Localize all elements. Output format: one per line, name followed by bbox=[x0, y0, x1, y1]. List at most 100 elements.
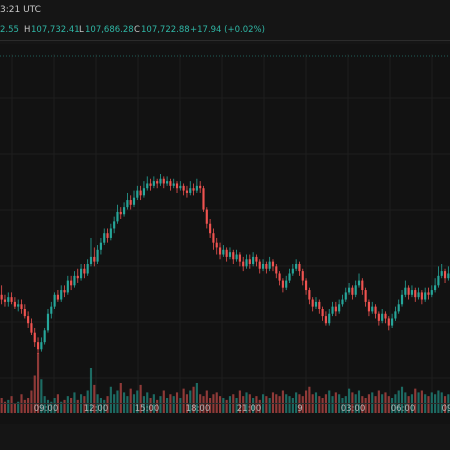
candle-body[interactable] bbox=[36, 342, 40, 350]
candle-body[interactable] bbox=[13, 301, 16, 307]
candle-body[interactable] bbox=[99, 242, 102, 250]
candle-body[interactable] bbox=[202, 188, 205, 210]
candle-body[interactable] bbox=[268, 261, 271, 269]
candle-body[interactable] bbox=[298, 264, 301, 272]
candle-body[interactable] bbox=[364, 290, 367, 302]
candle-body[interactable] bbox=[43, 330, 46, 343]
candle-body[interactable] bbox=[0, 294, 3, 300]
candle-body[interactable] bbox=[20, 304, 23, 309]
candle-body[interactable] bbox=[232, 252, 235, 260]
candle-body[interactable] bbox=[215, 242, 218, 248]
candle-body[interactable] bbox=[132, 197, 136, 205]
candle-body[interactable] bbox=[146, 183, 149, 189]
candle-body[interactable] bbox=[192, 188, 195, 191]
candle-body[interactable] bbox=[288, 273, 291, 281]
candle-body[interactable] bbox=[278, 273, 281, 281]
candle-body[interactable] bbox=[73, 275, 76, 286]
candle-body[interactable] bbox=[344, 292, 347, 300]
candle-body[interactable] bbox=[126, 200, 129, 208]
candle-body[interactable] bbox=[351, 287, 354, 295]
candle-body[interactable] bbox=[56, 294, 59, 300]
candle-body[interactable] bbox=[70, 280, 73, 286]
candle-body[interactable] bbox=[291, 268, 294, 274]
candle-body[interactable] bbox=[374, 306, 377, 314]
candle-body[interactable] bbox=[222, 249, 225, 255]
candle-body[interactable] bbox=[387, 318, 390, 326]
candle-body[interactable] bbox=[123, 207, 126, 215]
candle-body[interactable] bbox=[17, 304, 20, 307]
candle-body[interactable] bbox=[179, 185, 182, 189]
candle-body[interactable] bbox=[7, 297, 10, 302]
candle-body[interactable] bbox=[113, 221, 116, 229]
candle-body[interactable] bbox=[394, 311, 397, 319]
candle-body[interactable] bbox=[129, 200, 132, 205]
candle-body[interactable] bbox=[417, 292, 420, 298]
candle-body[interactable] bbox=[407, 287, 410, 295]
candle-body[interactable] bbox=[76, 275, 79, 279]
candle-body[interactable] bbox=[93, 256, 96, 262]
candle-body[interactable] bbox=[384, 313, 387, 319]
candle-body[interactable] bbox=[295, 264, 298, 269]
time-axis[interactable]: 09:00 12:00 15:00 18:00 21:00 9 03:00 06:00 09 bbox=[0, 404, 450, 426]
candle-body[interactable] bbox=[199, 185, 202, 189]
candle-body[interactable] bbox=[169, 181, 172, 186]
candle-body[interactable] bbox=[434, 285, 437, 291]
candle-body[interactable] bbox=[443, 271, 447, 279]
candle-body[interactable] bbox=[53, 294, 56, 307]
candle-body[interactable] bbox=[205, 209, 208, 224]
candle-body[interactable] bbox=[397, 304, 400, 312]
candle-body[interactable] bbox=[255, 256, 258, 262]
candle-body[interactable] bbox=[149, 183, 152, 186]
candle-body[interactable] bbox=[109, 228, 112, 238]
candle-body[interactable] bbox=[27, 316, 30, 324]
candle-body[interactable] bbox=[381, 313, 384, 321]
candle-body[interactable] bbox=[3, 299, 7, 302]
candle-body[interactable] bbox=[331, 306, 334, 314]
candle-body[interactable] bbox=[119, 211, 122, 215]
candle-body[interactable] bbox=[66, 280, 69, 293]
candle-body[interactable] bbox=[50, 306, 53, 314]
candle-body[interactable] bbox=[400, 294, 404, 305]
candle-body[interactable] bbox=[33, 332, 36, 343]
candle-body[interactable] bbox=[271, 261, 275, 267]
candle-body[interactable] bbox=[437, 275, 440, 286]
candle-body[interactable] bbox=[96, 249, 99, 262]
candle-body[interactable] bbox=[89, 256, 93, 264]
candle-body[interactable] bbox=[136, 190, 139, 198]
candle-body[interactable] bbox=[285, 280, 288, 288]
candle-body[interactable] bbox=[261, 264, 265, 269]
candle-body[interactable] bbox=[189, 188, 192, 193]
candle-body[interactable] bbox=[142, 188, 146, 196]
candle-body[interactable] bbox=[414, 290, 417, 298]
candle-body[interactable] bbox=[63, 290, 66, 293]
candle-body[interactable] bbox=[228, 252, 232, 257]
candle-body[interactable] bbox=[30, 323, 33, 333]
candle-body[interactable] bbox=[265, 264, 268, 269]
candle-body[interactable] bbox=[139, 190, 142, 196]
candle-body[interactable] bbox=[420, 292, 423, 300]
candle-body[interactable] bbox=[308, 290, 311, 300]
candle-body[interactable] bbox=[166, 181, 169, 184]
candle-body[interactable] bbox=[156, 181, 159, 184]
candle-body[interactable] bbox=[238, 254, 241, 262]
candle-body[interactable] bbox=[46, 313, 50, 331]
candle-body[interactable] bbox=[341, 299, 344, 305]
candle-body[interactable] bbox=[116, 211, 119, 222]
candle-body[interactable] bbox=[314, 301, 318, 307]
candle-body[interactable] bbox=[338, 304, 341, 312]
candle-body[interactable] bbox=[60, 290, 63, 300]
candle-body[interactable] bbox=[79, 268, 83, 279]
candle-body[interactable] bbox=[152, 181, 155, 186]
candle-body[interactable] bbox=[172, 183, 175, 186]
candle-body[interactable] bbox=[212, 233, 215, 243]
candle-body[interactable] bbox=[242, 261, 245, 267]
candle-body[interactable] bbox=[40, 342, 43, 350]
candle-body[interactable] bbox=[304, 280, 308, 291]
candle-body[interactable] bbox=[275, 266, 278, 274]
candle-body[interactable] bbox=[391, 318, 394, 326]
candle-body[interactable] bbox=[23, 309, 26, 317]
candle-body[interactable] bbox=[195, 185, 198, 191]
candle-body[interactable] bbox=[10, 297, 13, 302]
candle-body[interactable] bbox=[361, 280, 364, 291]
candle-body[interactable] bbox=[245, 259, 248, 267]
